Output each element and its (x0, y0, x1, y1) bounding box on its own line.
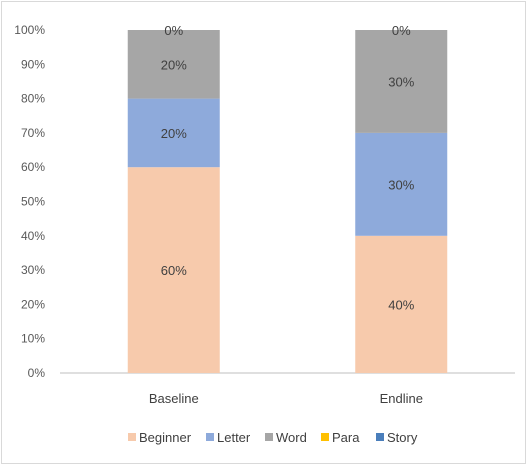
data-label-word-baseline: 20% (161, 57, 187, 72)
legend-swatch-word (265, 433, 273, 441)
legend-label-beginner: Beginner (139, 430, 192, 445)
legend-label-para: Para (332, 430, 360, 445)
legend-swatch-beginner (128, 433, 136, 441)
legend-label-letter: Letter (217, 430, 251, 445)
bar-segment-word-endline (355, 30, 448, 133)
y-tick-label: 60% (21, 160, 45, 174)
y-tick-label: 10% (21, 332, 45, 346)
bar-segment-beginner-endline (355, 235, 448, 373)
legend-label-word: Word (276, 430, 307, 445)
data-label-beginner-baseline: 60% (161, 263, 187, 278)
y-tick-label: 80% (21, 92, 45, 106)
bar-segment-letter-endline (355, 132, 448, 236)
y-tick-label: 30% (21, 263, 45, 277)
y-tick-label: 40% (21, 229, 45, 243)
legend-swatch-para (321, 433, 329, 441)
y-tick-label: 90% (21, 57, 45, 71)
bar-segment-beginner-baseline (127, 167, 220, 373)
bar-segment-letter-baseline (127, 98, 220, 168)
x-category-label: Endline (380, 391, 423, 406)
y-tick-label: 70% (21, 126, 45, 140)
data-label-word-endline: 30% (388, 74, 414, 89)
legend-swatch-story (376, 433, 384, 441)
data-label-story-endline: 0% (392, 23, 411, 38)
legend-label-story: Story (387, 430, 418, 445)
data-label-letter-endline: 30% (388, 177, 414, 192)
y-tick-label: 100% (14, 23, 45, 37)
x-category-label: Baseline (149, 391, 199, 406)
data-label-beginner-endline: 40% (388, 297, 414, 312)
y-tick-label: 0% (28, 366, 46, 380)
bar-segment-word-baseline (127, 30, 220, 99)
y-tick-label: 50% (21, 195, 45, 209)
data-label-story-baseline: 0% (164, 23, 183, 38)
legend-swatch-letter (206, 433, 214, 441)
y-tick-label: 20% (21, 297, 45, 311)
data-label-letter-baseline: 20% (161, 126, 187, 141)
